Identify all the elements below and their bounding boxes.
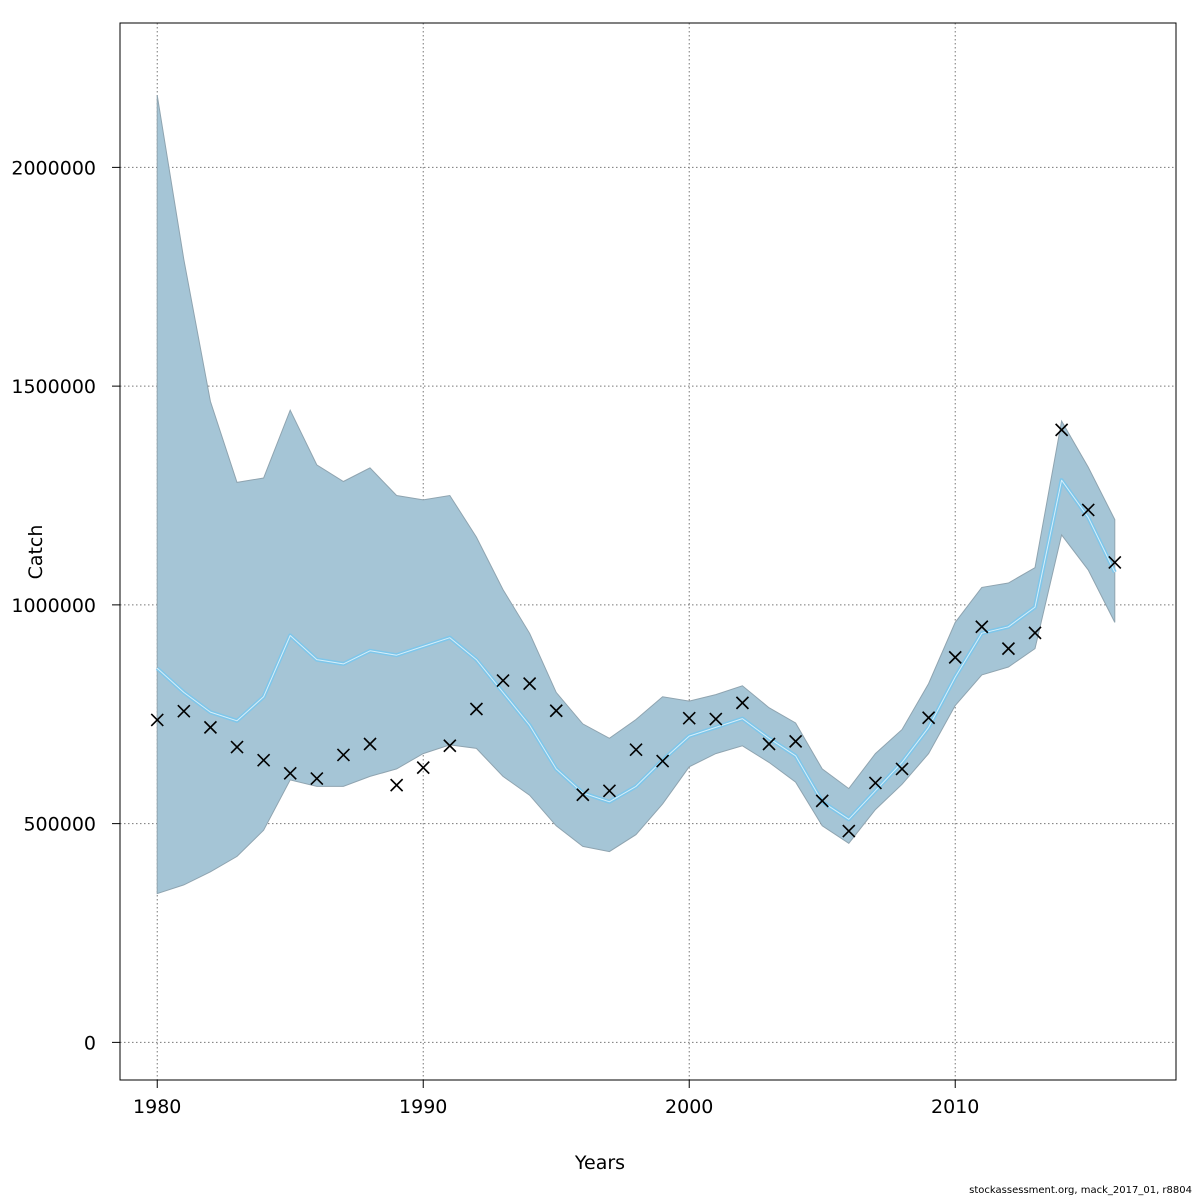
observed-point-stroke bbox=[1108, 555, 1122, 570]
observed-point-stroke bbox=[1028, 626, 1042, 640]
observed-point bbox=[842, 824, 856, 838]
observed-point bbox=[602, 784, 616, 798]
observed-point-stroke bbox=[177, 704, 191, 718]
observed-point bbox=[150, 713, 164, 727]
observed-point bbox=[1028, 626, 1042, 640]
observed-point-stroke bbox=[469, 702, 483, 716]
observed-point-stroke bbox=[762, 737, 776, 751]
observed-point-stroke bbox=[150, 713, 164, 727]
estimate-line-layer bbox=[155, 478, 1117, 822]
x-tick-label: 2010 bbox=[931, 1096, 979, 1118]
observed-point-stroke bbox=[310, 771, 324, 786]
observed-point bbox=[1055, 423, 1069, 437]
y-axis-label: Catch bbox=[25, 524, 47, 580]
observed-point-stroke bbox=[735, 696, 749, 710]
observed-point-stroke bbox=[390, 778, 404, 792]
observed-point-stroke bbox=[895, 762, 909, 776]
observed-point bbox=[1001, 642, 1015, 656]
observed-point-stroke bbox=[948, 650, 962, 664]
observed-point-stroke bbox=[868, 776, 882, 790]
observed-point-stroke bbox=[336, 748, 351, 762]
observed-point bbox=[177, 704, 191, 718]
confidence-band bbox=[156, 95, 1116, 895]
observed-point bbox=[523, 677, 537, 691]
observed-point bbox=[310, 771, 324, 786]
observed-point bbox=[1081, 503, 1095, 517]
observed-point-stroke bbox=[815, 794, 829, 808]
observed-point bbox=[629, 743, 643, 757]
observed-point bbox=[336, 748, 351, 762]
observed-point bbox=[922, 711, 936, 725]
observed-point bbox=[709, 712, 723, 726]
observed-point-stroke bbox=[1055, 423, 1069, 437]
observed-point bbox=[1108, 555, 1122, 570]
observed-point-stroke bbox=[1001, 642, 1015, 656]
x-tick-label: 2000 bbox=[665, 1096, 713, 1118]
observed-point bbox=[230, 740, 244, 754]
observed-point-stroke bbox=[576, 788, 590, 802]
observed-point-stroke bbox=[496, 673, 510, 688]
confidence-band-layer bbox=[156, 95, 1116, 895]
y-tick-label: 500000 bbox=[23, 814, 96, 836]
observed-point bbox=[895, 762, 909, 776]
y-tick-label: 0 bbox=[84, 1032, 96, 1054]
observed-point-stroke bbox=[842, 824, 856, 838]
observed-point-stroke bbox=[416, 761, 430, 775]
observed-point-stroke bbox=[602, 784, 616, 798]
observed-point bbox=[283, 766, 297, 780]
axes-layer: 1980 1990 2000 2010 0 500000 1000000 1500000 200… bbox=[11, 22, 1177, 1118]
observed-point bbox=[735, 696, 749, 710]
observed-point bbox=[443, 739, 457, 753]
observed-points-layer bbox=[150, 423, 1122, 838]
footer-credit: stockassessment.org, mack_2017_01, r8804 bbox=[969, 1185, 1192, 1196]
observed-point bbox=[390, 778, 404, 792]
observed-point-stroke bbox=[789, 734, 803, 748]
observed-point bbox=[576, 788, 590, 802]
observed-point bbox=[815, 794, 829, 808]
x-tick-label: 1980 bbox=[133, 1096, 181, 1118]
observed-point bbox=[656, 754, 670, 768]
observed-point-stroke bbox=[523, 677, 537, 691]
observed-point bbox=[975, 620, 989, 634]
observed-point-stroke bbox=[975, 620, 989, 634]
observed-point bbox=[948, 650, 962, 664]
observed-point bbox=[789, 734, 803, 748]
y-tick-label: 1000000 bbox=[11, 595, 96, 617]
observed-point bbox=[363, 737, 377, 751]
observed-point-stroke bbox=[709, 712, 723, 726]
observed-point-stroke bbox=[283, 766, 297, 780]
observed-point bbox=[762, 737, 776, 751]
observed-point bbox=[416, 761, 430, 775]
observed-point-stroke bbox=[1081, 503, 1095, 517]
observed-point bbox=[496, 673, 510, 688]
observed-point bbox=[469, 702, 483, 716]
observed-point bbox=[549, 704, 563, 718]
observed-point bbox=[682, 711, 696, 725]
observed-point-stroke bbox=[682, 711, 696, 725]
y-tick-label: 1500000 bbox=[11, 376, 96, 398]
observed-point-stroke bbox=[363, 737, 377, 751]
observed-point-stroke bbox=[230, 740, 244, 754]
estimate-line-highlight bbox=[156, 479, 1116, 820]
observed-point bbox=[868, 776, 882, 790]
observed-point-stroke bbox=[443, 739, 457, 753]
observed-point bbox=[203, 720, 218, 734]
observed-point-stroke bbox=[656, 754, 670, 768]
x-axis-label: Years bbox=[574, 1152, 626, 1174]
observed-point-stroke bbox=[629, 743, 643, 757]
observed-point-stroke bbox=[549, 704, 563, 718]
x-tick-label: 1990 bbox=[399, 1096, 447, 1118]
observed-point-stroke bbox=[203, 720, 218, 734]
plot-frame bbox=[119, 22, 1177, 1081]
observed-point bbox=[257, 753, 271, 767]
observed-point-stroke bbox=[922, 711, 936, 725]
y-tick-label: 2000000 bbox=[11, 157, 96, 179]
observed-point-stroke bbox=[257, 753, 271, 767]
